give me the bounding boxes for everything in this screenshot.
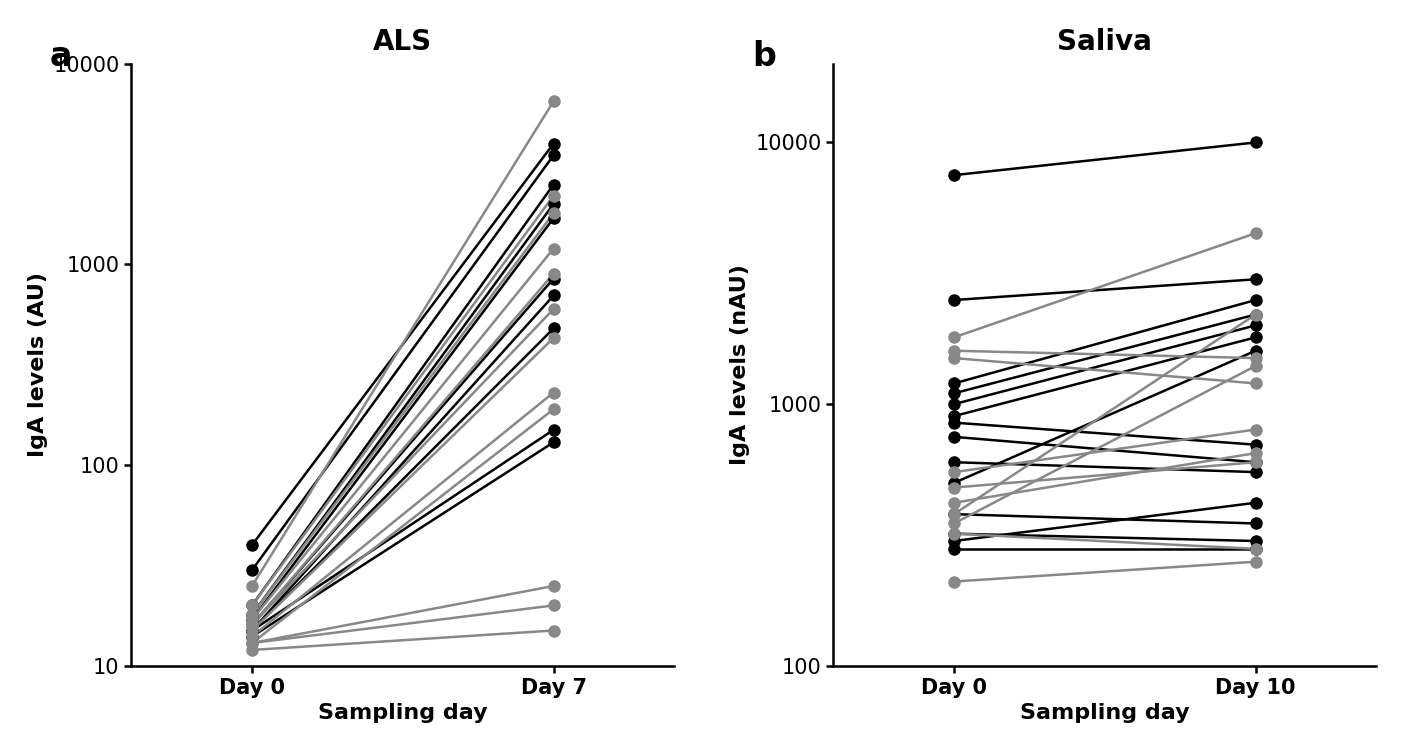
Y-axis label: IgA levels (AU): IgA levels (AU) xyxy=(28,273,48,457)
Text: b: b xyxy=(753,40,776,73)
X-axis label: Sampling day: Sampling day xyxy=(1019,703,1189,723)
Text: a: a xyxy=(51,40,73,73)
Title: ALS: ALS xyxy=(373,28,432,56)
Y-axis label: IgA levels (nAU): IgA levels (nAU) xyxy=(730,264,750,465)
Title: Saliva: Saliva xyxy=(1057,28,1153,56)
X-axis label: Sampling day: Sampling day xyxy=(317,703,487,723)
